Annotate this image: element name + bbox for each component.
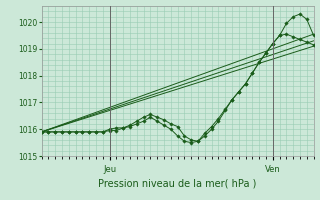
X-axis label: Pression niveau de la mer( hPa ): Pression niveau de la mer( hPa ) [99,178,257,188]
